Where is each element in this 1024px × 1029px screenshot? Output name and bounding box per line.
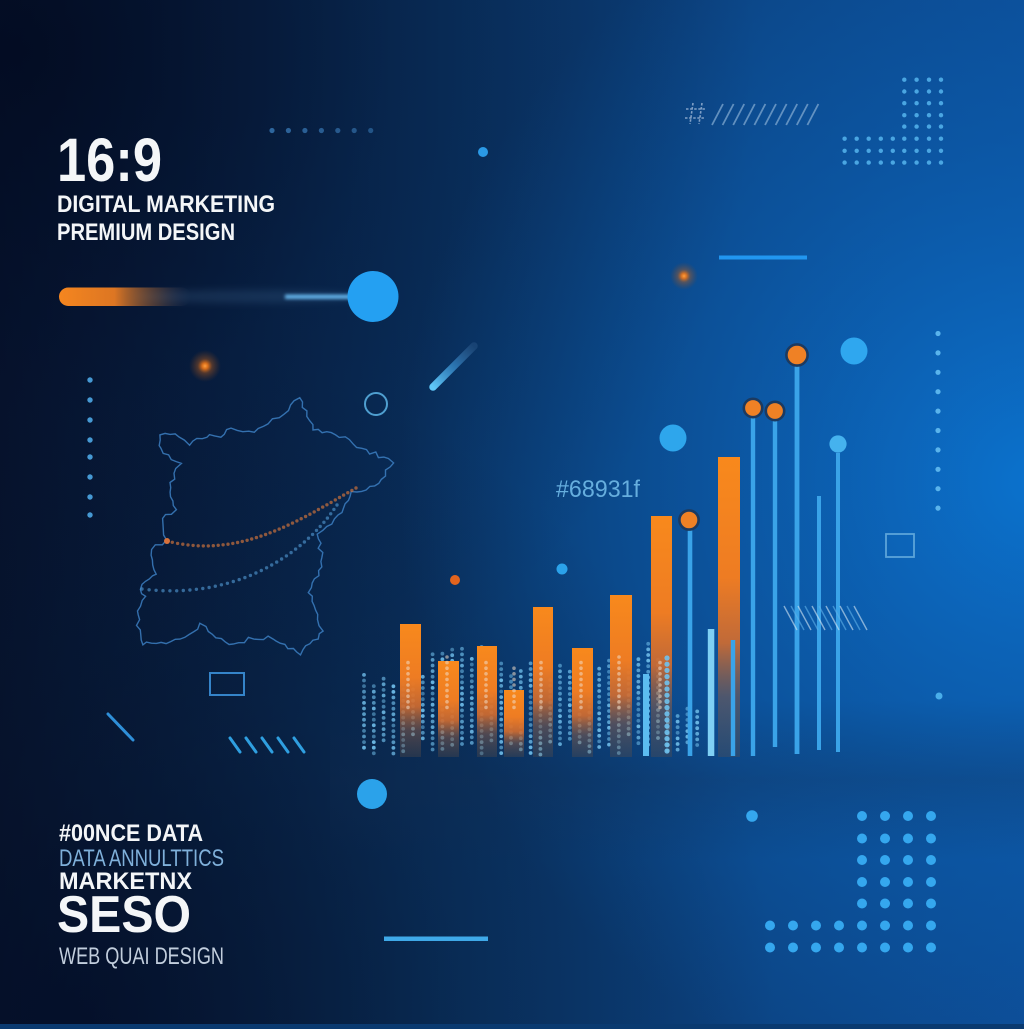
svg-text:SESO: SESO	[57, 886, 191, 944]
svg-text:DIGITAL MARKETING: DIGITAL MARKETING	[57, 191, 275, 218]
svg-text:DATA ANNULTTICS: DATA ANNULTTICS	[59, 845, 224, 872]
svg-text:MARKETNX: MARKETNX	[59, 868, 192, 895]
svg-text:WEB QUAI DESIGN: WEB QUAI DESIGN	[59, 943, 224, 970]
svg-text:#68931f: #68931f	[556, 476, 640, 503]
svg-text:#00NCE DATA: #00NCE DATA	[59, 820, 203, 847]
svg-text:16:9: 16:9	[57, 126, 162, 194]
svg-text:PREMIUM DESIGN: PREMIUM DESIGN	[57, 219, 235, 246]
